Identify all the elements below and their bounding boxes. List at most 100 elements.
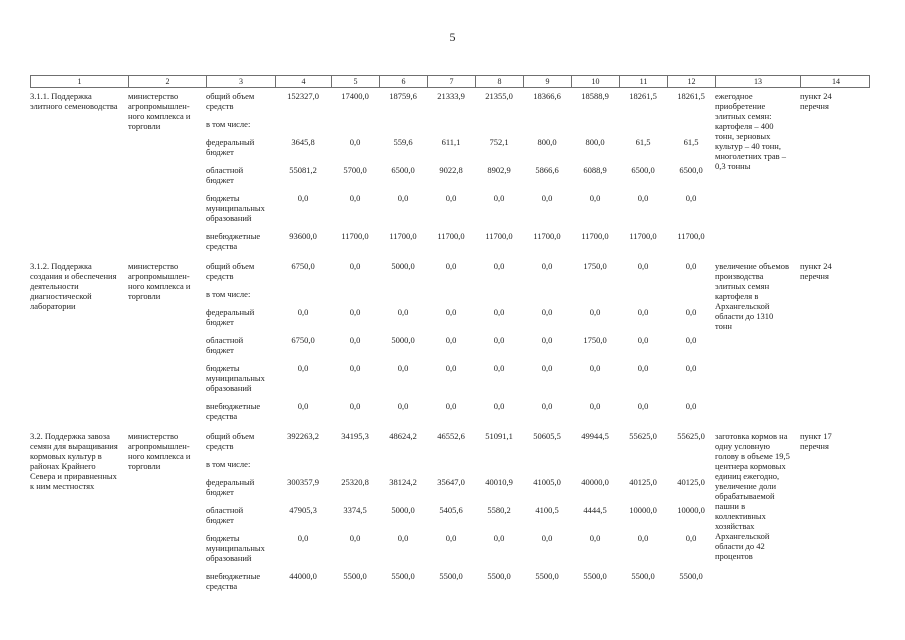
- funding-value: 41005,0: [533, 477, 561, 487]
- funding-value: 40125,0: [677, 477, 705, 487]
- funding-value: 11700,0: [389, 231, 417, 241]
- funding-value: 0,0: [445, 261, 457, 271]
- funding-value: 51091,1: [485, 431, 513, 441]
- funding-value: 61,5: [635, 137, 651, 147]
- funding-value: 300357,9: [287, 477, 319, 487]
- funding-row: федеральный бюджет 0,0 0,0 0,0 0,0 0,0 0,0 0,0 0…: [206, 307, 715, 327]
- funding-row: внебюджетные средства 44000,0 5500,0 5500,0…: [206, 571, 715, 591]
- page-number: 5: [449, 30, 456, 44]
- expected-results-cell: увеличение объемов производства элитных …: [715, 261, 789, 331]
- funding-value: 0,0: [541, 401, 553, 411]
- column-number-cell: 9: [524, 76, 572, 87]
- column-number-cell: 13: [716, 76, 801, 87]
- funding-value: 0,0: [493, 307, 505, 317]
- funding-value: 5500,0: [535, 571, 559, 581]
- column-number-cell: 11: [620, 76, 668, 87]
- funding-value: 18366,6: [533, 91, 561, 101]
- funding-value: 0,0: [445, 533, 457, 543]
- funding-value: 0,0: [349, 533, 361, 543]
- funding-block: общий объем средств 6750,0 0,0 5000,0 0,0 0,0…: [206, 261, 715, 421]
- funding-value: 93600,0: [289, 231, 317, 241]
- funding-value: 5500,0: [631, 571, 655, 581]
- executor-cell: министерство агропромышлен­ного комплекс…: [128, 431, 191, 471]
- funding-value: 0,0: [637, 363, 649, 373]
- funding-value: 0,0: [397, 533, 409, 543]
- funding-value: 55081,2: [289, 165, 317, 175]
- funding-source-label: в том числе:: [206, 459, 251, 469]
- funding-value: 48624,2: [389, 431, 417, 441]
- funding-row: бюджеты муниципальных образований 0,0 0,0 0…: [206, 193, 715, 223]
- funding-value: 46552,6: [437, 431, 465, 441]
- funding-value: 5500,0: [343, 571, 367, 581]
- funding-value: 0,0: [637, 533, 649, 543]
- funding-value: 6500,0: [391, 165, 415, 175]
- funding-value: 800,0: [537, 137, 557, 147]
- table-row: 3.1.1. Поддержка элитного семеноводства м…: [30, 91, 870, 251]
- executor-cell: министерство агропромышлен­ного комплекс…: [128, 261, 191, 301]
- objective-cell: 3.1.1. Поддержка элитного семеноводства: [30, 91, 118, 111]
- funding-value: 0,0: [445, 307, 457, 317]
- expected-results-cell: ежегодное приобретение элитных семян: ка…: [715, 91, 787, 171]
- column-number-cell: 6: [380, 76, 428, 87]
- funding-row: федеральный бюджет 3645,8 0,0 559,6 611,1 752…: [206, 137, 715, 157]
- funding-row: в том числе:: [206, 289, 715, 299]
- funding-source-label: областной бюджет: [206, 335, 244, 355]
- funding-value: 0,0: [637, 307, 649, 317]
- funding-value: 6750,0: [291, 335, 315, 345]
- funding-value: 55625,0: [677, 431, 705, 441]
- funding-value: 18261,5: [677, 91, 705, 101]
- funding-value: 752,1: [489, 137, 509, 147]
- funding-value: 0,0: [397, 363, 409, 373]
- funding-value: 5500,0: [391, 571, 415, 581]
- funding-value: 21355,0: [485, 91, 513, 101]
- funding-source-label: в том числе:: [206, 119, 251, 129]
- funding-value: 0,0: [493, 193, 505, 203]
- funding-value: 35647,0: [437, 477, 465, 487]
- funding-value: 8902,9: [487, 165, 511, 175]
- table-row: 3.1.2. Поддержка создания и обеспечения …: [30, 261, 870, 421]
- funding-value: 0,0: [685, 363, 697, 373]
- funding-value: 11700,0: [533, 231, 561, 241]
- funding-value: 0,0: [589, 401, 601, 411]
- funding-value: 0,0: [685, 401, 697, 411]
- funding-row: федеральный бюджет 300357,9 25320,8 38124,2…: [206, 477, 715, 497]
- funding-value: 5700,0: [343, 165, 367, 175]
- basis-ref-cell: пункт 24 перечня: [800, 261, 832, 281]
- funding-value: 11700,0: [629, 231, 657, 241]
- funding-value: 0,0: [297, 533, 309, 543]
- funding-value: 5000,0: [391, 261, 415, 271]
- funding-value: 4100,5: [535, 505, 559, 515]
- funding-value: 0,0: [493, 335, 505, 345]
- funding-value: 9022,8: [439, 165, 463, 175]
- funding-value: 5000,0: [391, 505, 415, 515]
- funding-source-label: внебюджетные средства: [206, 401, 261, 421]
- funding-value: 0,0: [297, 363, 309, 373]
- funding-value: 0,0: [589, 193, 601, 203]
- funding-value: 6500,0: [679, 165, 703, 175]
- funding-value: 6088,9: [583, 165, 607, 175]
- funding-value: 611,1: [441, 137, 461, 147]
- objective-cell: 3.1.2. Поддержка создания и обеспечения …: [30, 261, 117, 311]
- column-number-cell: 1: [31, 76, 129, 87]
- funding-value: 6500,0: [631, 165, 655, 175]
- funding-value: 0,0: [541, 533, 553, 543]
- funding-value: 11700,0: [581, 231, 609, 241]
- funding-value: 0,0: [297, 401, 309, 411]
- objective-cell: 3.2. Поддержка завоза семян для выращива…: [30, 431, 118, 491]
- funding-value: 0,0: [349, 307, 361, 317]
- funding-value: 0,0: [685, 261, 697, 271]
- funding-value: 0,0: [685, 335, 697, 345]
- funding-row: общий объем средств 152327,0 17400,0 18759,…: [206, 91, 715, 111]
- column-number-cell: 7: [428, 76, 476, 87]
- funding-source-label: общий объем средств: [206, 261, 255, 281]
- column-number-cell: 10: [572, 76, 620, 87]
- funding-value: 0,0: [541, 261, 553, 271]
- funding-value: 49944,5: [581, 431, 609, 441]
- table-body: 3.1.1. Поддержка элитного семеноводства м…: [30, 91, 870, 591]
- funding-value: 0,0: [297, 307, 309, 317]
- funding-source-label: бюджеты муниципальных образований: [206, 193, 265, 223]
- funding-value: 0,0: [349, 137, 361, 147]
- funding-value: 0,0: [637, 335, 649, 345]
- funding-value: 17400,0: [341, 91, 369, 101]
